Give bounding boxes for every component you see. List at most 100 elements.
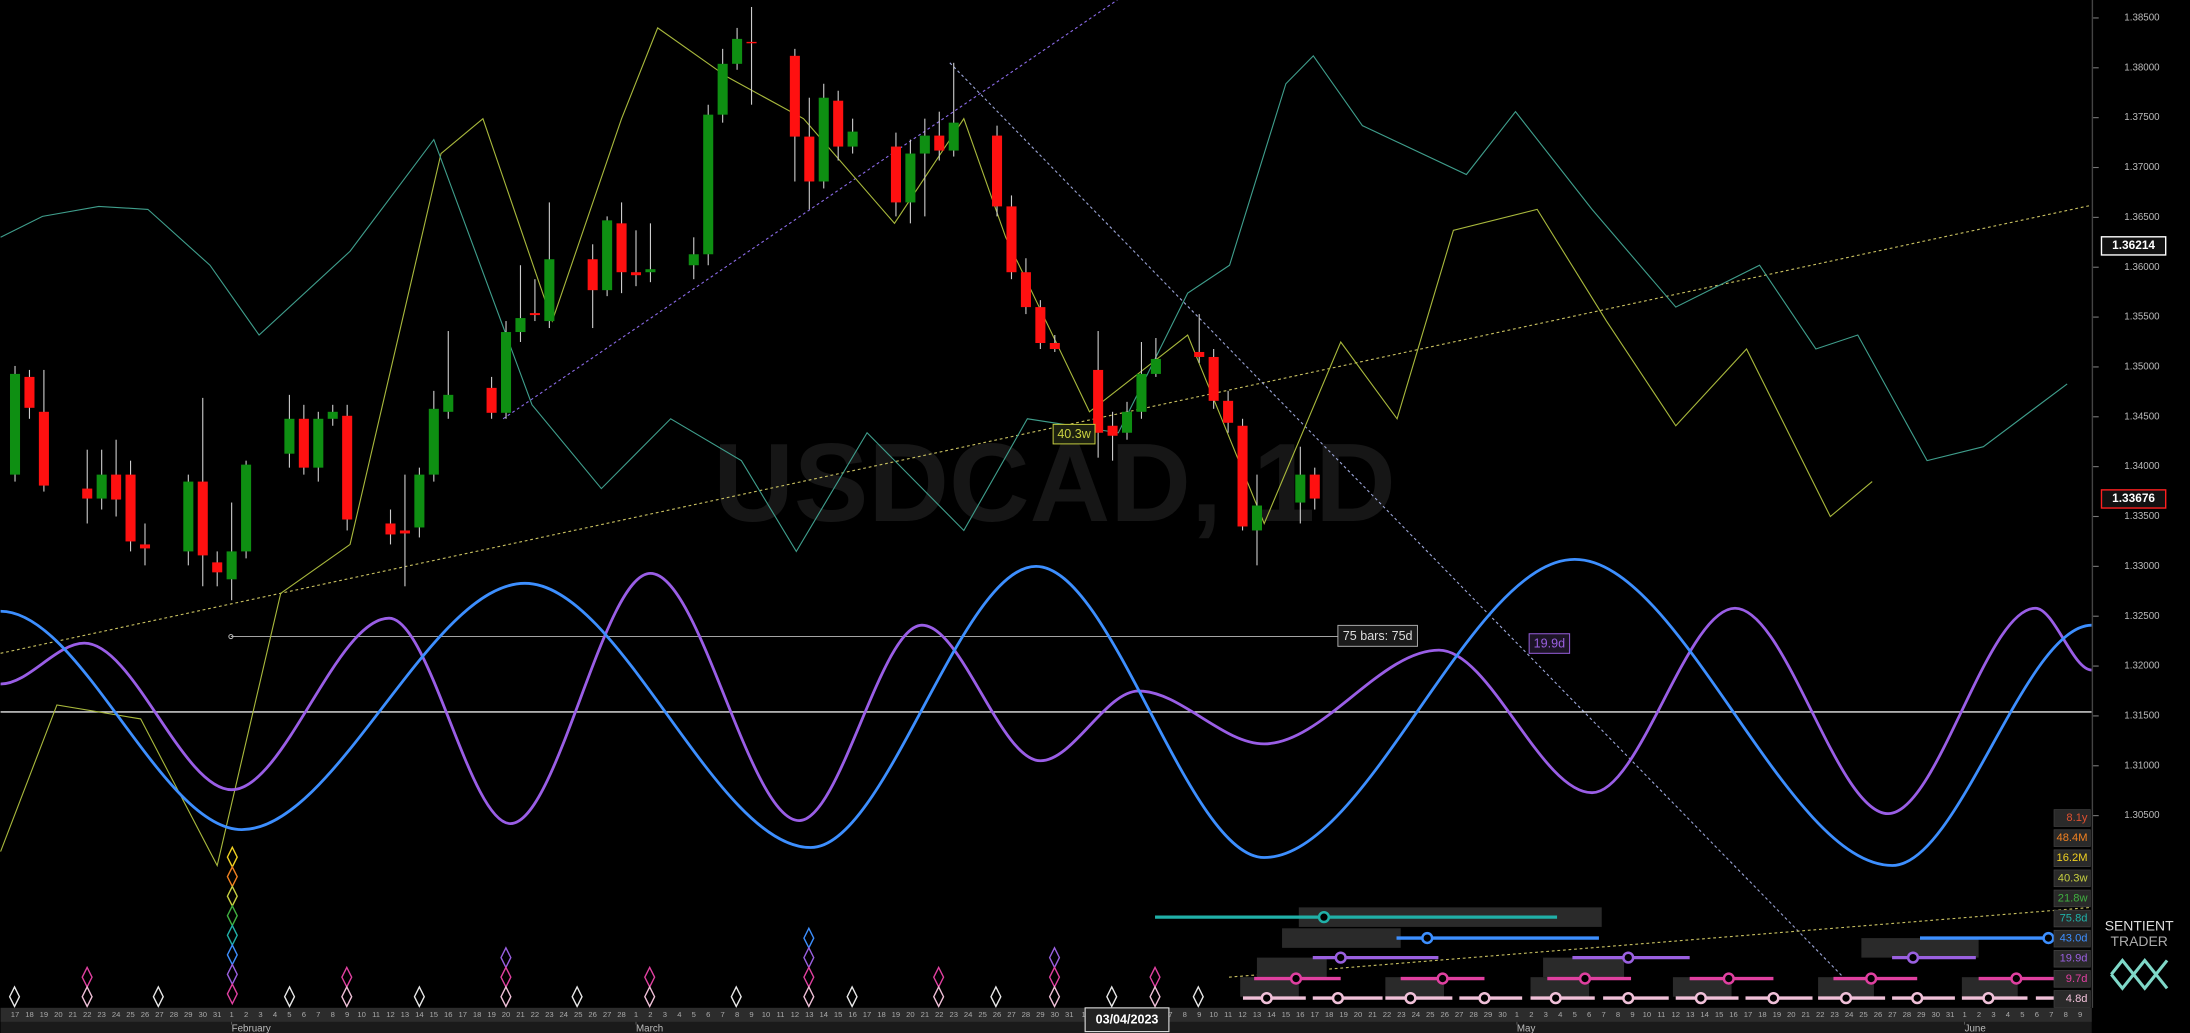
x-tick-label: 21	[1368, 1010, 1377, 1019]
x-tick-label: 9	[1630, 1010, 1634, 1019]
phase-diamond	[341, 985, 353, 1009]
phase-marker	[1260, 991, 1273, 1005]
x-tick-label: 3	[1991, 1010, 1995, 1019]
candle-body	[197, 481, 208, 556]
candle-body	[38, 411, 49, 486]
x-tick-label: 7	[1168, 1010, 1172, 1019]
x-tick-label: 20	[1354, 1010, 1363, 1019]
phase-marker	[1436, 972, 1449, 985]
x-tick-label: 14	[1267, 1010, 1276, 1019]
y-tick-label: 1.36500	[2124, 212, 2160, 223]
phase-marker	[1549, 991, 1562, 1005]
x-tick-label: 17	[1310, 1010, 1319, 1019]
x-tick-label: 15	[430, 1010, 439, 1019]
phase-diamond	[1106, 985, 1118, 1009]
x-tick-label: 6	[1587, 1010, 1591, 1019]
phase-diamond	[644, 985, 656, 1009]
candle-body	[1121, 411, 1133, 433]
candle-body	[399, 530, 410, 534]
phase-marker	[1906, 951, 1920, 964]
candle-body	[602, 220, 613, 291]
phase-marker	[1421, 931, 1434, 945]
candle-body	[414, 474, 425, 528]
x-tick-label: 3	[258, 1010, 262, 1019]
x-tick-label: 16	[848, 1010, 857, 1019]
y-tick-label: 1.32500	[2124, 611, 2160, 622]
phase-box	[1672, 977, 1732, 997]
x-tick-label: 18	[1325, 1010, 1334, 1019]
x-tick-label: 24	[112, 1010, 121, 1019]
x-tick-label: 5	[287, 1010, 291, 1019]
x-tick-label: 19	[1339, 1010, 1348, 1019]
phase-box	[1240, 977, 1299, 997]
y-tick-label: 1.35500	[2124, 312, 2160, 323]
y-tick-label: 1.33000	[2124, 561, 2160, 572]
x-tick-label: 5	[1573, 1010, 1577, 1019]
x-tick-label: 19	[40, 1010, 49, 1019]
x-tick-label: 17	[863, 1010, 872, 1019]
legend-label: 43.0d	[2060, 933, 2088, 945]
y-tick-label: 1.31000	[2124, 760, 2160, 771]
x-tick-label: 12	[386, 1010, 395, 1019]
x-tick-label: 11	[776, 1010, 784, 1019]
x-tick-label: 22	[83, 1010, 92, 1019]
candle-body	[1006, 206, 1017, 273]
x-tick-label: 24	[1845, 1010, 1854, 1019]
legend-box	[2053, 869, 2091, 888]
x-tick-label: 7	[2049, 1010, 2053, 1019]
x-tick-label: 2	[1529, 1010, 1533, 1019]
phase-diamond	[283, 985, 296, 1009]
month-label: June	[1965, 1023, 1986, 1033]
candles-layer	[9, 6, 1320, 601]
x-tick-label: 14	[1700, 1010, 1709, 1019]
y-tick-label: 1.34000	[2124, 461, 2160, 472]
x-tick-label: 21	[921, 1010, 930, 1019]
x-tick-label: 25	[1859, 1010, 1868, 1019]
x-tick-label: 7	[721, 1010, 725, 1019]
phase-marker	[1317, 910, 1331, 924]
phase-box	[1282, 928, 1401, 948]
price-label-box	[2100, 236, 2167, 256]
x-tick-label: 12	[1672, 1010, 1681, 1019]
legend-label: 21.8w	[2058, 892, 2089, 904]
x-tick-label: 9	[749, 1010, 753, 1019]
candle-body	[313, 418, 324, 468]
x-tick-label: 17	[1744, 1010, 1753, 1019]
x-tick-label: 6	[302, 1010, 306, 1019]
front-layer: 75 bars: 75d 40.3w 19.9d	[1052, 423, 1571, 654]
candle-body	[24, 376, 35, 408]
x-tick-label: 28	[1022, 1010, 1031, 1019]
phase-box	[1961, 977, 2018, 997]
x-tick-label: 31	[1065, 1010, 1074, 1019]
x-tick-label: 16	[1729, 1010, 1738, 1019]
x-tick-label: 18	[877, 1010, 886, 1019]
x-tick-label: 19	[487, 1010, 496, 1019]
x-tick-label: 9	[2078, 1010, 2082, 1019]
cycle-tag-box	[1052, 423, 1096, 445]
x-tick-label: 28	[1903, 1010, 1912, 1019]
x-tick-label: 1	[230, 1010, 234, 1019]
phase-marker	[1622, 951, 1635, 964]
candle-body	[241, 464, 252, 552]
x-tick-label: 31	[1946, 1010, 1955, 1019]
logo-text: SENTIENT	[2105, 918, 2174, 934]
x-tick-label: 13	[1686, 1010, 1695, 1019]
candle-body	[428, 408, 439, 475]
measure-label: 75 bars: 75d	[1343, 629, 1413, 643]
month-label: March	[636, 1023, 663, 1033]
x-tick-label: 16	[1296, 1010, 1305, 1019]
candle-body	[616, 223, 627, 273]
phase-diamond	[803, 985, 815, 1009]
candle-body	[1107, 425, 1118, 436]
x-tick-label: 13	[1253, 1010, 1262, 1019]
y-tick-label: 1.35000	[2124, 362, 2160, 373]
phase-marker	[1722, 972, 1735, 985]
x-tick-label: 26	[993, 1010, 1002, 1019]
x-tick-label: 7	[316, 1010, 320, 1019]
candle-body	[1194, 351, 1205, 357]
axes-layer: 1.38500 1.38000 1.37500 1.37000 1.36500 1.360…	[11, 13, 2167, 1033]
x-tick-label: 30	[1931, 1010, 1940, 1019]
logo-text: TRADER	[2111, 933, 2168, 949]
